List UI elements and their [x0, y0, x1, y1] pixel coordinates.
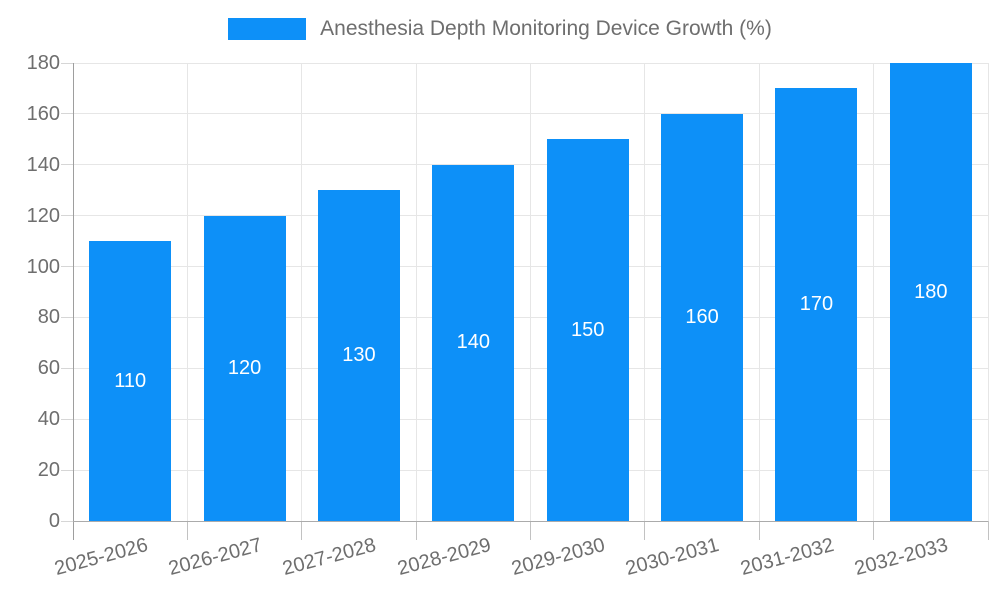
x-tick-label: 2032-2033 [852, 534, 951, 581]
bar-value-label: 130 [342, 344, 376, 367]
gridline [644, 63, 646, 521]
x-tick-label: 2026-2027 [166, 534, 265, 581]
bar[interactable]: 130 [317, 190, 400, 521]
gridline [530, 63, 531, 521]
bar[interactable]: 170 [775, 88, 858, 521]
gridline [758, 63, 760, 521]
bar-value-label: 160 [685, 305, 719, 328]
bar-value-label: 140 [456, 331, 490, 354]
x-tick-label: 2028-2029 [394, 534, 494, 581]
x-axis-tick [301, 521, 303, 540]
x-tick-label: 2030-2031 [623, 534, 722, 581]
gridline [987, 63, 989, 521]
y-tick-label: 20 [37, 459, 60, 482]
bar-value-label: 170 [799, 293, 834, 316]
x-tick-label: 2027-2028 [280, 534, 379, 581]
x-axis-line [73, 520, 988, 522]
bar[interactable]: 160 [661, 113, 744, 521]
bar[interactable]: 110 [89, 241, 172, 521]
y-axis-tick [61, 215, 73, 217]
bar-value-label: 110 [114, 369, 147, 392]
y-tick-label: 0 [48, 510, 60, 532]
y-tick-label: 40 [37, 408, 60, 431]
bar[interactable]: 150 [546, 139, 629, 521]
gridline [301, 63, 303, 521]
y-tick-label: 180 [26, 52, 60, 74]
y-tick-label: 80 [37, 306, 60, 329]
x-axis-tick [987, 521, 989, 540]
y-axis-tick [61, 367, 73, 369]
legend[interactable]: Anesthesia Depth Monitoring Device Growt… [0, 17, 1000, 41]
bar[interactable]: 140 [432, 164, 515, 521]
bar-value-label: 120 [227, 356, 262, 379]
bar-value-label: 150 [571, 318, 605, 341]
gridline [873, 63, 875, 521]
bar-value-label: 180 [914, 280, 948, 303]
x-axis-tick [415, 521, 417, 540]
y-axis-tick [61, 469, 73, 471]
x-axis-tick [873, 521, 875, 540]
gridline [415, 63, 417, 521]
y-tick-label: 60 [37, 357, 60, 380]
x-axis-tick [758, 521, 760, 540]
y-axis-tick [61, 520, 73, 522]
y-axis-tick [61, 316, 73, 318]
legend-swatch [228, 18, 307, 40]
y-tick-label: 140 [26, 153, 60, 176]
x-axis-tick [186, 521, 188, 540]
y-axis-tick [61, 418, 73, 420]
y-tick-label: 100 [26, 255, 60, 278]
x-axis-tick [644, 521, 646, 540]
bar[interactable]: 120 [203, 215, 286, 521]
x-tick-label: 2029-2030 [509, 534, 608, 581]
x-tick-label: 2025-2026 [51, 534, 150, 581]
y-axis-tick [61, 62, 73, 64]
legend-label: Anesthesia Depth Monitoring Device Growt… [320, 17, 772, 40]
y-axis-line [72, 63, 74, 540]
y-tick-label: 120 [26, 204, 60, 227]
bar[interactable]: 180 [889, 63, 972, 521]
y-tick-label: 160 [26, 102, 60, 125]
y-axis-tick [61, 164, 73, 166]
y-axis-tick [61, 113, 73, 115]
gridline [186, 63, 188, 521]
x-tick-label: 2031-2032 [738, 534, 837, 581]
y-axis-tick [61, 266, 73, 268]
x-axis-tick [530, 521, 531, 540]
